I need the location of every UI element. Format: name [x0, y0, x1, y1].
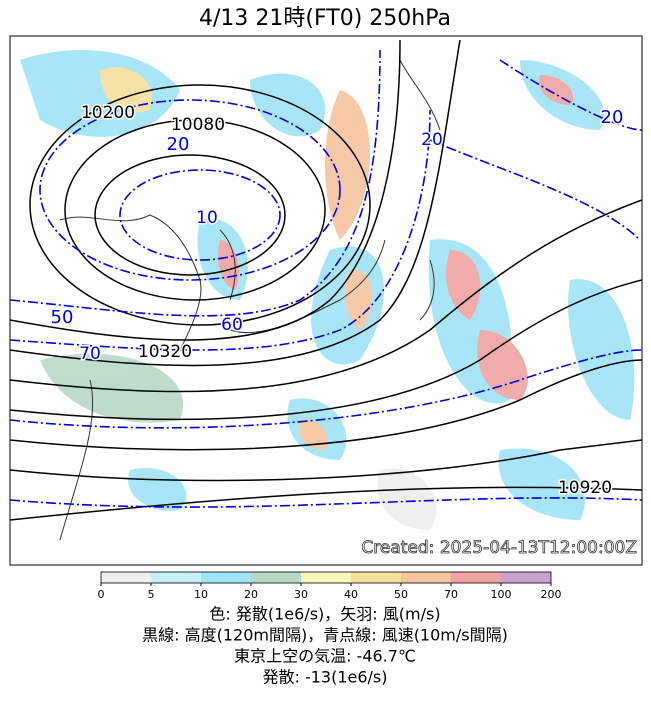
colorbar-tick-label: 20: [244, 588, 258, 601]
colorbar-swatch: [501, 572, 551, 583]
contour-label: 50: [51, 307, 74, 328]
contour-label: 10320: [138, 342, 192, 362]
contour-label: 60: [221, 315, 243, 335]
colorbar-swatch: [201, 572, 251, 583]
colorbar-swatch: [451, 572, 501, 583]
colorbar-frame: [100, 571, 552, 584]
colorbar-tick-label: 40: [344, 588, 358, 601]
contour-label: 20: [601, 107, 624, 128]
contour-label: 20: [421, 130, 443, 150]
colorbar-tick-label: 5: [148, 588, 155, 601]
contour-label: 10920: [558, 478, 612, 498]
contour-label: 10200: [81, 103, 135, 123]
colorbar-swatch: [101, 572, 151, 583]
title: 4/13 21時(FT0) 250hPa: [199, 6, 451, 31]
colorbar-tick-label: 30: [294, 588, 308, 601]
map-frame: [9, 35, 643, 566]
contour-label: 20: [167, 134, 190, 155]
contour-label: 10080: [171, 115, 225, 135]
contour-label: 70: [79, 344, 101, 364]
colorbar-swatch: [301, 572, 351, 583]
colorbar-tick-label: 0: [98, 588, 105, 601]
created-stamp: Created: 2025-04-13T12:00:00Z: [361, 538, 637, 558]
caption-line: 色: 発散(1e6/s)，矢羽: 風(m/s): [209, 605, 440, 624]
colorbar-tick-label: 50: [394, 588, 408, 601]
colorbar-tick-label: 100: [491, 588, 512, 601]
caption-line: 黒線: 高度(120m間隔)，青点線: 風速(10m/s間隔): [142, 626, 508, 645]
colorbar-swatch: [251, 572, 301, 583]
caption-line: 東京上空の気温: -46.7℃: [234, 647, 416, 666]
colorbar-tick-label: 10: [194, 588, 208, 601]
colorbar-swatch: [151, 572, 201, 583]
contour-label: 10: [196, 208, 218, 228]
caption-line: 発散: -13(1e6/s): [262, 668, 387, 687]
colorbar-tick-label: 200: [541, 588, 562, 601]
colorbar-swatch: [351, 572, 401, 583]
colorbar-swatch: [401, 572, 451, 583]
colorbar-tick-label: 70: [444, 588, 458, 601]
